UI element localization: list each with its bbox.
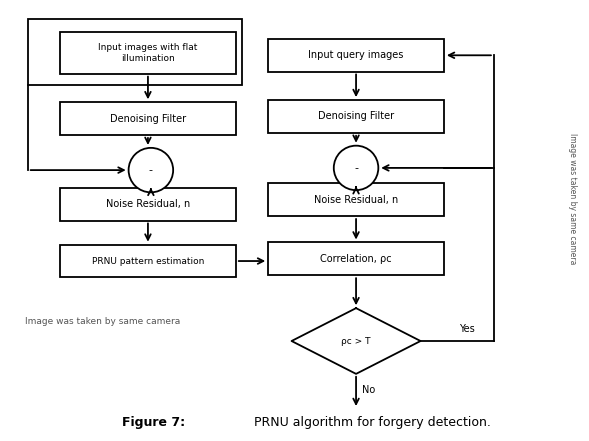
Text: Input images with flat
illumination: Input images with flat illumination [98,43,198,63]
Text: Yes: Yes [459,325,474,334]
Text: Noise Residual, n: Noise Residual, n [314,194,398,205]
Polygon shape [292,308,421,374]
Text: -: - [149,165,153,175]
Bar [28,19,241,85]
Text: -: - [354,163,358,173]
Text: ρᴄ > T: ρᴄ > T [341,336,371,345]
Text: Image was taken by same camera: Image was taken by same camera [568,133,577,264]
Text: PRNU pattern estimation: PRNU pattern estimation [92,257,204,265]
Text: Image was taken by same camera: Image was taken by same camera [25,317,180,326]
Text: Correlation, ρᴄ: Correlation, ρᴄ [320,254,392,264]
Bar [60,102,236,135]
Text: Input query images: Input query images [309,50,403,60]
Ellipse shape [334,146,378,190]
Text: No: No [362,385,375,395]
Bar [268,183,444,216]
Bar [268,100,444,133]
Text: Noise Residual, n: Noise Residual, n [106,199,190,209]
Bar [60,187,236,220]
Text: Denoising Filter: Denoising Filter [318,112,394,121]
Bar [60,32,236,74]
Text: Figure 7:: Figure 7: [123,416,186,429]
Text: Denoising Filter: Denoising Filter [110,114,186,123]
Bar [60,245,236,277]
Bar [268,39,444,71]
Text: PRNU algorithm for forgery detection.: PRNU algorithm for forgery detection. [250,416,491,429]
Ellipse shape [128,148,173,192]
Bar [268,243,444,275]
